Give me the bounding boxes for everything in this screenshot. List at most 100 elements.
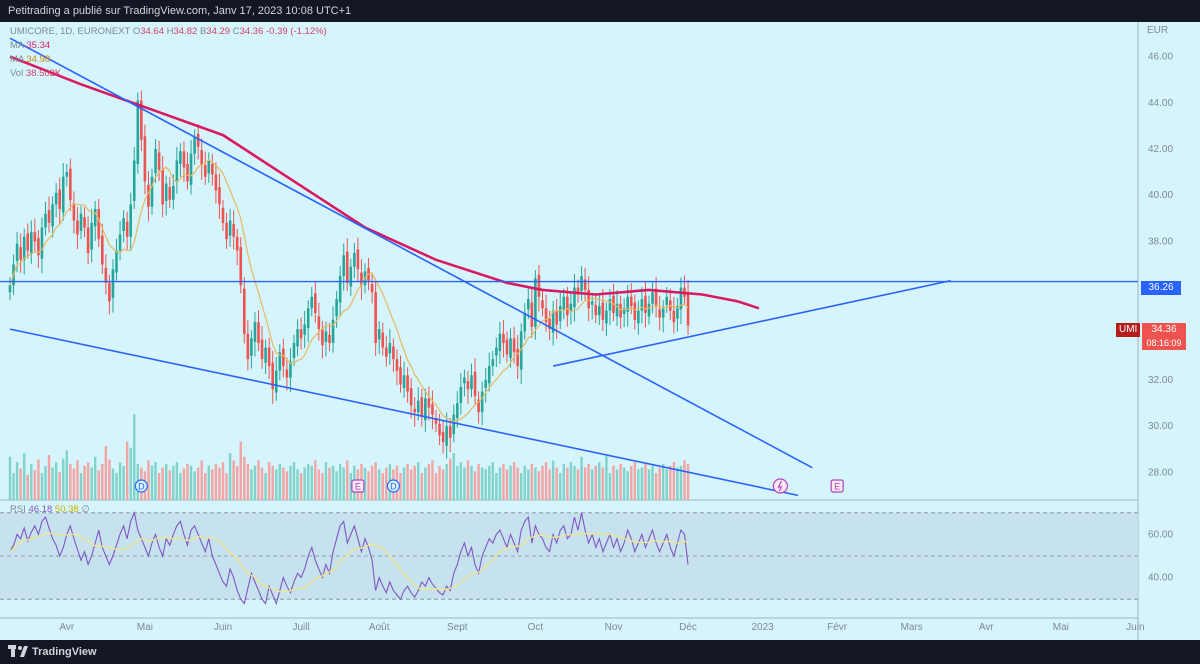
candle-body	[140, 100, 143, 140]
volume-bar	[417, 462, 420, 500]
volume-bar	[594, 465, 597, 500]
volume-bar	[576, 469, 580, 500]
volume-bar	[267, 462, 271, 500]
candle-body	[40, 227, 44, 259]
candle-body	[512, 338, 516, 353]
trendline	[9, 37, 813, 469]
candle-body	[342, 255, 345, 277]
chart-area[interactable]: 46.0044.0042.0040.0038.0036.0034.0032.00…	[0, 22, 1200, 640]
earnings-event-icon	[830, 479, 844, 493]
legend-change: -0.39 (-1.12%)	[266, 26, 327, 37]
volume-bar	[193, 471, 196, 500]
candle-body	[452, 414, 456, 435]
legend-ma1-label: MA	[10, 40, 24, 51]
volume-bar	[548, 469, 551, 500]
volume-bar	[328, 467, 331, 500]
volume-bar	[683, 460, 686, 500]
x-tick-label: Avr	[59, 622, 74, 633]
volume-bar	[207, 465, 210, 500]
volume-bar	[559, 473, 562, 500]
volume-bar	[122, 465, 125, 500]
candle-body	[79, 213, 83, 231]
candle-body	[686, 293, 690, 326]
candle-body	[527, 299, 530, 310]
volume-bar	[72, 468, 76, 500]
candle-body	[143, 136, 147, 182]
volume-bar	[165, 464, 168, 500]
legend-ma2-value: 34.98	[26, 54, 51, 65]
volume-bar	[111, 468, 115, 500]
volume-bar	[569, 462, 573, 500]
candle-body	[555, 310, 558, 325]
candle-body	[399, 367, 402, 385]
volume-bar	[186, 464, 189, 500]
volume-bar	[544, 462, 548, 500]
volume-bar	[530, 464, 534, 500]
volume-bar	[665, 469, 668, 500]
candle-body	[505, 339, 509, 355]
volume-bar	[349, 473, 352, 500]
candle-body	[601, 302, 605, 320]
volume-bar	[644, 464, 647, 500]
candle-body	[541, 300, 544, 309]
legend-rsi-ma-value: 50.38	[54, 504, 79, 515]
candle-body	[406, 375, 409, 392]
candle-body	[193, 137, 196, 154]
volume-bar	[413, 465, 416, 500]
candle-body	[566, 296, 569, 316]
volume-bar	[399, 473, 402, 500]
volume-bar	[431, 460, 434, 500]
volume-bar	[232, 460, 235, 500]
volume-bar	[473, 471, 477, 500]
volume-bar	[484, 469, 487, 500]
price-tag-symbol: UMI	[1116, 323, 1141, 337]
candle-body	[381, 332, 385, 348]
volume-bar	[79, 473, 83, 500]
legend-vol-label: Vol	[10, 68, 24, 79]
candle-body	[679, 287, 683, 310]
candle-body	[186, 164, 189, 182]
volume-bar	[292, 462, 296, 500]
candle-body	[147, 184, 150, 207]
volume-bar	[580, 456, 583, 500]
volume-bar	[69, 464, 72, 500]
volume-bar	[615, 469, 619, 500]
candle-body	[122, 218, 125, 231]
x-tick-label: Mai	[137, 622, 153, 633]
price-chart[interactable]: 46.0044.0042.0040.0038.0036.0034.0032.00…	[0, 22, 1200, 640]
volume-bar	[90, 467, 93, 500]
volume-bar	[218, 467, 221, 500]
volume-bar	[651, 465, 654, 500]
candle-body	[314, 293, 317, 313]
candle-body	[218, 187, 221, 205]
volume-bar	[406, 464, 409, 500]
volume-bar	[672, 462, 676, 500]
volume-bar	[402, 467, 406, 500]
volume-bar	[307, 464, 310, 500]
legend-vol-value: 38.502K	[25, 68, 62, 79]
volume-bar	[409, 469, 413, 500]
candle-body	[175, 160, 179, 183]
volume-bar	[381, 473, 384, 500]
candle-body	[480, 391, 484, 413]
candle-body	[377, 329, 381, 340]
legend-ma2-label: MA	[10, 54, 24, 65]
legend-close: 34.36	[239, 26, 264, 37]
volume-bar	[246, 464, 250, 500]
candle-body	[129, 204, 132, 237]
volume-bar	[115, 473, 118, 500]
candle-body	[491, 359, 495, 367]
volume-bar	[161, 467, 164, 500]
candle-body	[44, 213, 47, 228]
candle-body	[594, 304, 598, 316]
candle-body	[615, 303, 619, 317]
volume-bar	[385, 467, 388, 500]
volume-bar	[129, 447, 132, 500]
candle-body	[466, 381, 470, 390]
volume-bar	[555, 467, 558, 500]
y-tick-label: 40.00	[1148, 190, 1173, 201]
candle-body	[356, 249, 360, 270]
candle-body	[33, 232, 37, 242]
candle-body	[108, 282, 111, 302]
volume-bar	[154, 462, 157, 500]
